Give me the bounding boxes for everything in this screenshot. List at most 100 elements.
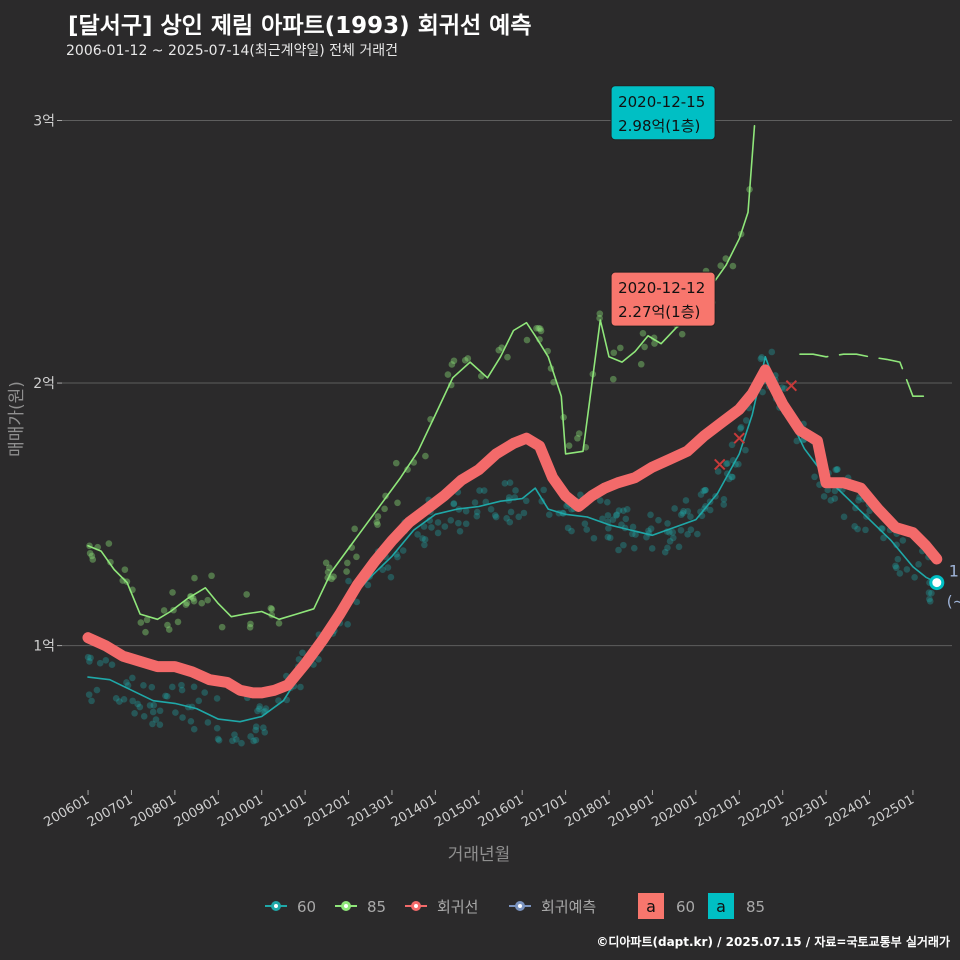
x-tick-label: 201101 xyxy=(259,792,309,830)
scatter-point-60 xyxy=(421,541,428,549)
scatter-point-60 xyxy=(344,621,351,628)
scatter-point-60 xyxy=(501,480,509,487)
scatter-point-85 xyxy=(322,559,330,567)
scatter-point-60 xyxy=(629,523,637,531)
scatter-point-60 xyxy=(862,526,869,534)
scatter-point-60 xyxy=(824,486,832,494)
scatter-point-60 xyxy=(213,695,221,702)
x-tick-label: 202001 xyxy=(649,792,699,830)
scatter-point-60 xyxy=(419,535,426,542)
scatter-point-60 xyxy=(893,564,900,572)
callout-value: 2.27억(1층) xyxy=(618,303,700,321)
scatter-point-60 xyxy=(364,581,372,589)
scatter-point-85 xyxy=(190,597,198,605)
scatter-point-85 xyxy=(373,518,381,526)
forecast-area-label: (~60㎡) xyxy=(947,593,960,611)
scatter-point-60 xyxy=(252,736,260,744)
scatter-point-60 xyxy=(604,512,612,519)
scatter-point-60 xyxy=(911,573,918,581)
scatter-point-85 xyxy=(641,343,648,351)
scatter-point-85 xyxy=(142,628,149,636)
scatter-point-85 xyxy=(392,459,400,467)
scatter-point-60 xyxy=(759,388,766,396)
scatter-point-85 xyxy=(382,492,389,500)
x-tick-label: 201301 xyxy=(345,792,395,830)
scatter-point-60 xyxy=(628,530,636,538)
scatter-point-85 xyxy=(275,620,283,627)
scatter-point-85 xyxy=(268,605,276,613)
scatter-point-60 xyxy=(615,507,623,514)
scatter-point-60 xyxy=(831,487,839,495)
scatter-point-60 xyxy=(506,518,514,526)
scatter-point-60 xyxy=(729,473,736,481)
scatter-point-60 xyxy=(880,534,887,542)
scatter-point-85 xyxy=(208,572,215,580)
scatter-point-85 xyxy=(247,620,254,628)
scatter-point-60 xyxy=(187,717,195,725)
scatter-point-85 xyxy=(495,346,503,354)
scatter-point-60 xyxy=(421,536,429,543)
scatter-point-60 xyxy=(793,437,801,445)
scatter-point-85 xyxy=(86,549,94,557)
scatter-point-85 xyxy=(160,607,168,614)
scatter-point-60 xyxy=(926,597,934,605)
x-tick-label: 201501 xyxy=(432,792,482,830)
scatter-point-60 xyxy=(615,546,622,554)
scatter-point-85 xyxy=(533,325,540,332)
scatter-point-60 xyxy=(630,544,638,552)
scatter-point-60 xyxy=(229,737,236,745)
scatter-point-85 xyxy=(596,314,603,322)
scatter-point-60 xyxy=(742,417,750,424)
scatter-point-85 xyxy=(121,566,129,573)
legend-box-glyph: a xyxy=(646,897,656,916)
scatter-point-60 xyxy=(261,729,269,736)
scatter-point-60 xyxy=(85,691,93,698)
scatter-point-60 xyxy=(697,491,705,498)
scatter-point-85 xyxy=(537,327,545,335)
legend-box-item: a 85 xyxy=(708,893,765,919)
scatter-point-60 xyxy=(725,475,733,483)
scatter-point-85 xyxy=(678,330,686,338)
x-tick-label: 201601 xyxy=(476,792,526,830)
scatter-point-60 xyxy=(742,446,749,454)
scatter-point-60 xyxy=(162,692,169,700)
scatter-point-60 xyxy=(896,570,904,577)
scatter-point-85 xyxy=(105,540,113,547)
scatter-point-60 xyxy=(590,534,598,542)
scatter-point-60 xyxy=(353,598,361,606)
scatter-point-60 xyxy=(720,496,728,503)
scatter-point-60 xyxy=(252,723,260,731)
scatter-point-60 xyxy=(450,500,458,508)
scatter-point-60 xyxy=(231,731,238,738)
scatter-point-60 xyxy=(605,524,612,532)
scatter-point-60 xyxy=(903,566,911,573)
scatter-point-60 xyxy=(178,681,185,689)
scatter-point-85 xyxy=(722,255,730,262)
scatter-point-85 xyxy=(536,325,544,332)
scatter-point-60 xyxy=(148,683,156,691)
scatter-point-60 xyxy=(178,686,186,694)
scatter-point-60 xyxy=(834,465,841,473)
scatter-point-60 xyxy=(204,719,212,726)
footer-credit: ©디아파트(dapt.kr) / 2025.07.15 / 자료=국토교통부 실… xyxy=(596,935,950,949)
scatter-point-85 xyxy=(504,353,511,361)
scatter-point-60 xyxy=(503,515,510,522)
scatter-point-60 xyxy=(768,348,776,356)
scatter-point-60 xyxy=(661,548,669,556)
legend-box-label: 85 xyxy=(746,898,765,916)
scatter-point-60 xyxy=(480,487,488,494)
chart-title: [달서구] 상인 제림 아파트(1993) 회귀선 예측 xyxy=(68,13,532,39)
scatter-point-60 xyxy=(679,509,687,517)
scatter-point-60 xyxy=(394,553,401,561)
scatter-point-85 xyxy=(448,361,456,368)
scatter-point-60 xyxy=(108,661,116,669)
x-tick-label: 202101 xyxy=(693,792,743,830)
x-tick-label: 201401 xyxy=(389,792,439,830)
scatter-point-60 xyxy=(491,512,499,519)
scatter-point-85 xyxy=(617,344,624,352)
scatter-point-60 xyxy=(172,709,179,716)
scatter-point-60 xyxy=(214,735,222,743)
scatter-point-85 xyxy=(639,329,647,337)
scatter-point-60 xyxy=(666,529,673,536)
scatter-point-85 xyxy=(88,552,96,560)
